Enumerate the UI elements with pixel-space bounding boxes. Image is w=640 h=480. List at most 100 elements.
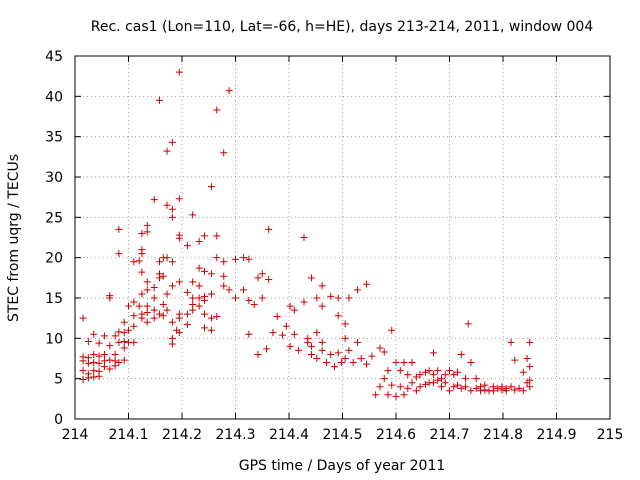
data-point: [446, 387, 453, 395]
data-point: [467, 387, 475, 395]
data-point: [404, 384, 412, 392]
data-point: [327, 292, 335, 300]
data-point: [143, 228, 151, 236]
data-point: [163, 201, 171, 209]
x-tick-label: 214.5: [322, 427, 362, 443]
data-point: [163, 290, 171, 298]
data-point: [232, 255, 239, 263]
data-point: [337, 359, 345, 367]
data-point: [200, 267, 208, 275]
data-point: [100, 350, 108, 358]
data-point: [159, 300, 167, 308]
data-point: [156, 274, 164, 282]
data-point: [400, 391, 408, 399]
data-point: [454, 368, 462, 376]
data-point: [245, 296, 253, 304]
data-point: [441, 379, 449, 387]
data-point: [526, 338, 534, 346]
data-point: [189, 278, 197, 286]
data-point: [353, 286, 361, 294]
x-axis-label: GPS time / Days of year 2011: [239, 458, 446, 474]
data-point: [220, 258, 228, 266]
data-point: [313, 294, 321, 302]
data-point: [220, 272, 228, 280]
data-point: [207, 314, 215, 322]
data-point: [150, 196, 158, 204]
x-tick-label: 214.3: [215, 427, 255, 443]
data-point: [207, 326, 215, 334]
data-point: [313, 355, 321, 362]
data-point: [159, 272, 167, 280]
data-point: [90, 367, 98, 375]
y-tick-label: 10: [45, 331, 63, 347]
data-point: [90, 330, 98, 338]
data-point: [472, 375, 480, 383]
data-point: [376, 383, 384, 391]
data-point: [376, 344, 384, 352]
data-point: [254, 274, 262, 282]
data-point: [464, 320, 472, 328]
data-point: [213, 106, 221, 114]
data-point: [84, 374, 92, 382]
data-point: [183, 310, 191, 318]
axis-ticks: [74, 55, 611, 420]
data-point: [207, 270, 215, 278]
x-tick-label: 215: [597, 427, 624, 443]
data-point: [322, 359, 330, 367]
data-point: [450, 383, 458, 391]
data-point: [368, 352, 376, 360]
data-point: [519, 387, 527, 395]
data-point: [388, 326, 396, 334]
y-tick-label: 5: [54, 372, 63, 388]
data-point: [489, 387, 497, 395]
data-point: [189, 211, 197, 219]
data-point: [135, 302, 143, 310]
data-point: [84, 359, 92, 367]
data-point: [318, 282, 326, 290]
data-point: [120, 318, 128, 326]
data-point: [150, 314, 158, 322]
data-point: [90, 373, 98, 381]
data-point: [384, 391, 392, 399]
data-point: [115, 359, 123, 367]
data-point: [183, 288, 191, 296]
data-point: [507, 338, 515, 346]
data-point: [200, 324, 208, 332]
data-point: [273, 313, 281, 321]
data-point: [106, 342, 114, 350]
y-tick-label: 30: [45, 170, 63, 186]
data-point: [286, 342, 294, 350]
data-point: [279, 331, 287, 339]
data-point: [307, 274, 315, 282]
data-point: [421, 368, 429, 376]
data-point: [90, 350, 98, 358]
data-point: [384, 367, 392, 375]
data-point: [421, 380, 429, 388]
data-point: [138, 290, 146, 298]
data-point: [156, 258, 164, 266]
data-point: [195, 302, 203, 310]
data-point: [477, 387, 485, 395]
data-point: [462, 383, 470, 391]
data-point: [130, 322, 138, 330]
data-point: [163, 254, 171, 262]
data-point: [250, 300, 258, 308]
data-point: [168, 318, 176, 326]
data-point: [143, 221, 151, 229]
data-point: [168, 282, 176, 290]
data-point: [200, 232, 208, 240]
data-point: [232, 294, 239, 302]
data-point: [90, 359, 98, 367]
data-point: [408, 359, 416, 367]
data-point: [349, 359, 357, 367]
data-point: [334, 312, 342, 320]
data-point: [106, 365, 114, 373]
data-point: [135, 257, 143, 265]
data-point: [168, 340, 176, 348]
data-point: [454, 381, 462, 389]
data-point: [437, 375, 445, 383]
y-tick-label: 20: [45, 251, 63, 267]
data-point: [304, 338, 312, 346]
data-point: [195, 264, 203, 272]
